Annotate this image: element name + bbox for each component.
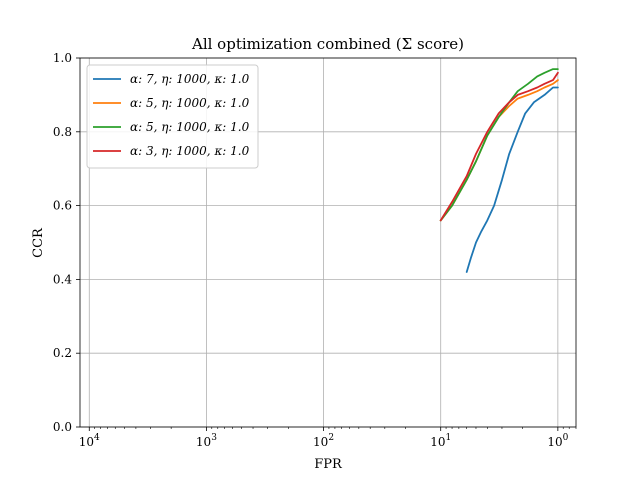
- legend-label-2: α: 5, η: 1000, κ: 1.0: [130, 96, 250, 110]
- legend-label-1: α: 7, η: 1000, κ: 1.0: [130, 72, 250, 86]
- x-axis-label: FPR: [314, 457, 343, 472]
- y-tick-label: 0.0: [53, 420, 72, 434]
- y-tick-label: 0.4: [53, 272, 72, 286]
- y-tick-label: 0.2: [53, 346, 72, 360]
- legend-items: α: 7, η: 1000, κ: 1.0 α: 5, η: 1000, κ: 1…: [93, 72, 250, 158]
- y-axis-label: CCR: [31, 227, 46, 258]
- legend-label-4: α: 3, η: 1000, κ: 1.0: [130, 144, 250, 158]
- y-tick-label: 1.0: [53, 51, 72, 65]
- plot-frame: [79, 57, 577, 428]
- series-line-1: [465, 86, 559, 273]
- legend: α: 7, η: 1000, κ: 1.0 α: 5, η: 1000, κ: 1…: [86, 64, 259, 169]
- y-tick-label: 0.6: [53, 199, 72, 213]
- series-lines: [439, 68, 559, 273]
- chart-title: All optimization combined (Σ score): [191, 35, 464, 53]
- series-line-4: [439, 71, 559, 222]
- legend-label-3: α: 5, η: 1000, κ: 1.0: [130, 120, 250, 134]
- y-tick-label: 0.8: [53, 125, 72, 139]
- y-ticks: 0.0 0.2 0.4 0.6 0.8 1.0: [53, 51, 80, 434]
- legend-box: [86, 64, 259, 169]
